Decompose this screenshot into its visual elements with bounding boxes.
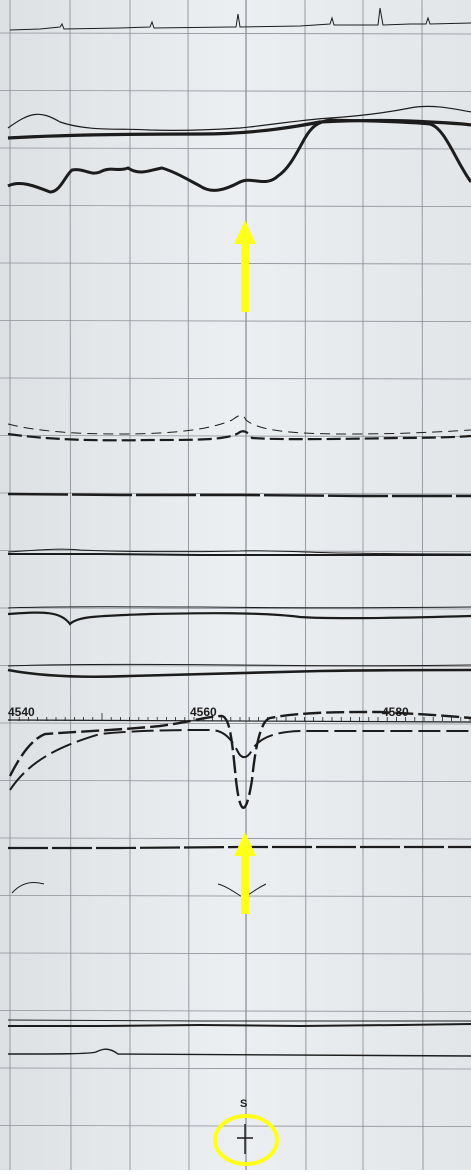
upward-arrow-bottom xyxy=(234,832,256,914)
flat-trace-3-thick xyxy=(7,611,471,626)
flat-trace-1 xyxy=(7,492,471,498)
scale-labels: 4540 4560 4580 xyxy=(8,705,409,719)
event-mark: S xyxy=(237,1098,253,1154)
dashed-dip-lower-trace xyxy=(9,728,471,791)
grid-horizontal-line xyxy=(0,377,471,380)
grid-vertical-line xyxy=(421,0,424,1171)
event-mark-cross xyxy=(237,1124,253,1154)
dashed-thin-trace xyxy=(7,414,471,435)
grid-horizontal-line xyxy=(0,32,471,35)
flat-trace-2-thick xyxy=(8,553,471,556)
grid-vertical-line xyxy=(69,0,72,1171)
flat-trace-4-thick xyxy=(7,668,471,679)
event-mark-label: S xyxy=(240,1098,247,1110)
grid-horizontal-line xyxy=(0,1125,471,1127)
scale-label-4580: 4580 xyxy=(382,705,409,719)
scale-label-4560: 4560 xyxy=(190,705,217,719)
grid-horizontal-line xyxy=(0,492,471,495)
thick-dip-trace xyxy=(7,118,471,194)
grid-horizontal-line xyxy=(0,147,471,150)
flat-trace-6-thin xyxy=(7,1019,471,1022)
scale-label-4540: 4540 xyxy=(8,705,35,719)
scale-ruler xyxy=(7,719,471,723)
grid-horizontal-line xyxy=(0,952,471,955)
flat-trace-2-thin xyxy=(7,548,471,555)
annotation-layer xyxy=(213,220,279,1166)
grid-horizontal-line xyxy=(0,205,471,207)
arrow-head xyxy=(234,832,256,856)
recorder-traces xyxy=(7,7,471,1057)
arrow-shaft xyxy=(241,238,249,312)
grid-horizontal-line xyxy=(0,262,471,265)
upward-arrow-top xyxy=(234,220,256,312)
grid-horizontal-line xyxy=(0,607,471,610)
dashed-dip-upper-trace xyxy=(8,710,471,809)
grid-horizontal-line xyxy=(0,1067,471,1070)
flat-trace-6 xyxy=(8,1023,471,1028)
flat-trace-7 xyxy=(7,1048,471,1057)
faint-chevron-left xyxy=(11,881,45,894)
arrow-shaft xyxy=(241,850,249,914)
flat-trace-3-thin xyxy=(7,606,471,609)
flat-trace-4-thin xyxy=(7,663,471,667)
scale-ruler-ticks xyxy=(9,713,471,721)
grid-horizontal-line xyxy=(0,435,471,437)
top-tick-trace xyxy=(9,7,471,31)
grid-horizontal-line xyxy=(0,895,471,897)
grid-vertical-line xyxy=(304,0,307,1171)
grid-horizontal-line xyxy=(0,320,471,322)
arrow-head xyxy=(234,220,256,244)
grid-horizontal-line xyxy=(0,837,471,840)
dashed-thick-trace xyxy=(7,430,471,442)
grid-horizontal-line xyxy=(0,90,471,92)
thin-upper-trace xyxy=(7,105,471,131)
grid-vertical-line xyxy=(187,0,190,1171)
grid-horizontal-line xyxy=(0,665,471,667)
thick-upper-trace xyxy=(7,118,471,140)
grid-horizontal-line xyxy=(0,722,471,725)
grid-horizontal-line xyxy=(0,1010,471,1012)
highlight-circle xyxy=(213,1114,279,1166)
